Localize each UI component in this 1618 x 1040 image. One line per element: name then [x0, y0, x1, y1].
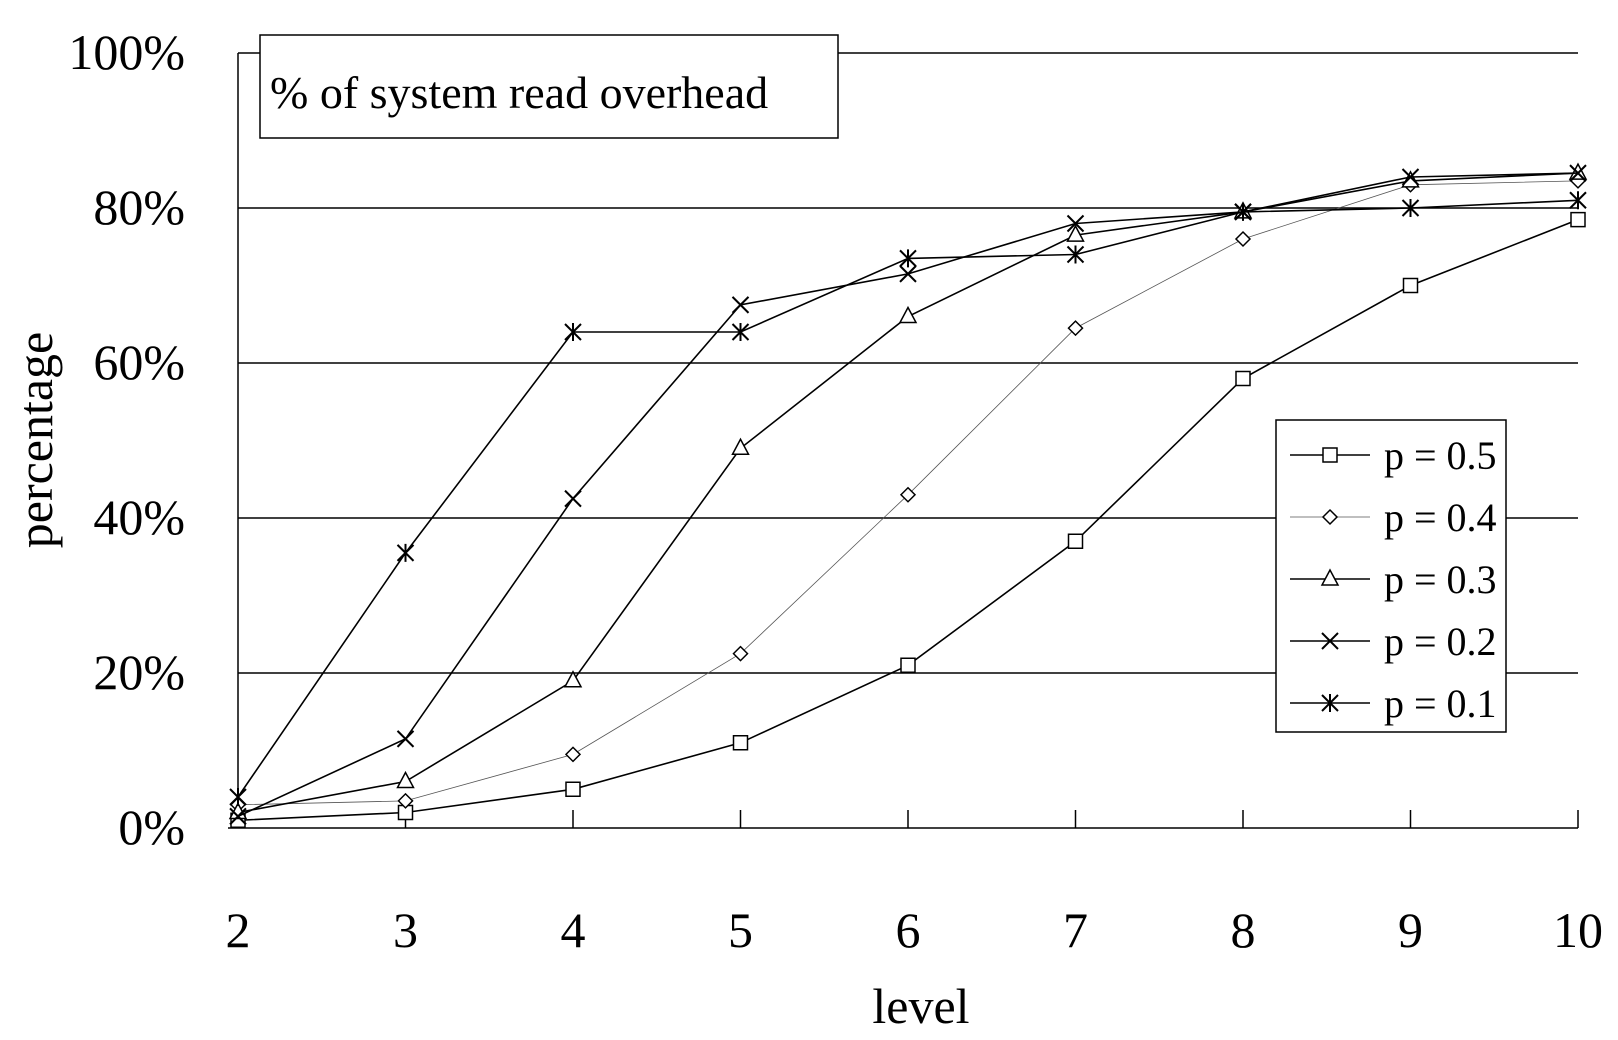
- data-point: [396, 770, 415, 789]
- x-tick-label: 7: [1063, 902, 1088, 958]
- data-point: [900, 657, 916, 673]
- series-p-0-1: [229, 191, 1587, 806]
- legend-label: p = 0.1: [1384, 681, 1497, 726]
- data-point: [1569, 164, 1587, 182]
- legend-entry: p = 0.1: [1290, 681, 1497, 726]
- legend-entry: p = 0.3: [1290, 557, 1497, 602]
- data-point: [1569, 191, 1587, 210]
- y-axis-title: percentage: [7, 332, 63, 549]
- data-point: [899, 486, 917, 503]
- data-point: [732, 735, 749, 751]
- data-point: [564, 489, 582, 508]
- x-axis-title: level: [872, 978, 969, 1034]
- series-group: [228, 162, 1588, 828]
- data-point: [1402, 277, 1419, 294]
- data-point: [1568, 162, 1588, 180]
- legend-label: p = 0.5: [1384, 433, 1497, 478]
- x-tick-label: 5: [728, 902, 753, 958]
- series-p-0-2: [229, 164, 1587, 826]
- legend-marker: [1322, 447, 1338, 463]
- legend-entry: p = 0.5: [1290, 433, 1497, 478]
- data-point: [899, 265, 917, 283]
- data-point: [396, 730, 415, 748]
- data-point: [731, 323, 750, 341]
- y-tick-label: 40%: [93, 489, 185, 545]
- y-tick-label: 60%: [93, 334, 185, 390]
- data-point: [229, 788, 247, 806]
- series-p-0-3: [228, 162, 1588, 820]
- y-tick-label: 20%: [93, 644, 185, 700]
- data-point: [1401, 170, 1420, 188]
- data-point: [1235, 370, 1251, 387]
- data-point: [396, 543, 415, 562]
- y-tick-label: 0%: [118, 799, 185, 855]
- legend-label: p = 0.2: [1384, 619, 1497, 664]
- legend-label: p = 0.3: [1384, 557, 1497, 602]
- data-point: [563, 670, 583, 688]
- axes: 0% 20% 40% 60% 80% 100% 2 3 4 5 6 7 8 9 10: [68, 24, 1603, 958]
- x-tick-label: 10: [1553, 902, 1603, 958]
- x-tick-label: 9: [1398, 902, 1423, 958]
- data-point: [898, 305, 918, 324]
- legend-marker: [1320, 568, 1340, 586]
- legend: p = 0.5 p = 0.4 p = 0.3 p = 0.2 p = 0.1: [1275, 419, 1507, 733]
- y-tick-label: 100%: [68, 24, 185, 80]
- data-point: [899, 249, 917, 268]
- data-point: [1401, 199, 1420, 217]
- data-point: [1067, 533, 1084, 549]
- legend-label: p = 0.4: [1384, 495, 1497, 540]
- y-tick-label: 80%: [93, 179, 185, 235]
- data-point: [565, 781, 581, 797]
- legend-entry: p = 0.2: [1290, 619, 1497, 664]
- x-tick-label: 8: [1231, 902, 1256, 958]
- legend-marker: [1321, 632, 1339, 650]
- series-p-0-5: [230, 211, 1586, 828]
- chart-title-box: % of system read overhead: [259, 34, 839, 139]
- x-tick-label: 3: [393, 902, 418, 958]
- x-tick-label: 4: [561, 902, 586, 958]
- data-point: [1401, 168, 1420, 186]
- data-point: [564, 746, 582, 763]
- x-tick-label: 2: [226, 902, 251, 958]
- data-point: [229, 807, 247, 826]
- legend-entry: p = 0.4: [1290, 495, 1497, 540]
- data-point: [1066, 214, 1085, 233]
- data-point: [732, 645, 749, 662]
- data-point: [564, 323, 582, 341]
- data-point: [731, 296, 750, 314]
- data-point: [731, 437, 750, 455]
- legend-marker: [1321, 508, 1339, 526]
- chart-title: % of system read overhead: [270, 67, 768, 118]
- legend-marker: [1321, 694, 1339, 712]
- data-point: [1066, 224, 1085, 242]
- x-tick-label: 6: [896, 902, 921, 958]
- data-point: [1234, 230, 1252, 248]
- data-point: [397, 792, 414, 809]
- data-point: [1570, 211, 1586, 228]
- data-point: [1066, 245, 1085, 264]
- data-point: [1234, 202, 1252, 221]
- data-point: [1067, 320, 1084, 337]
